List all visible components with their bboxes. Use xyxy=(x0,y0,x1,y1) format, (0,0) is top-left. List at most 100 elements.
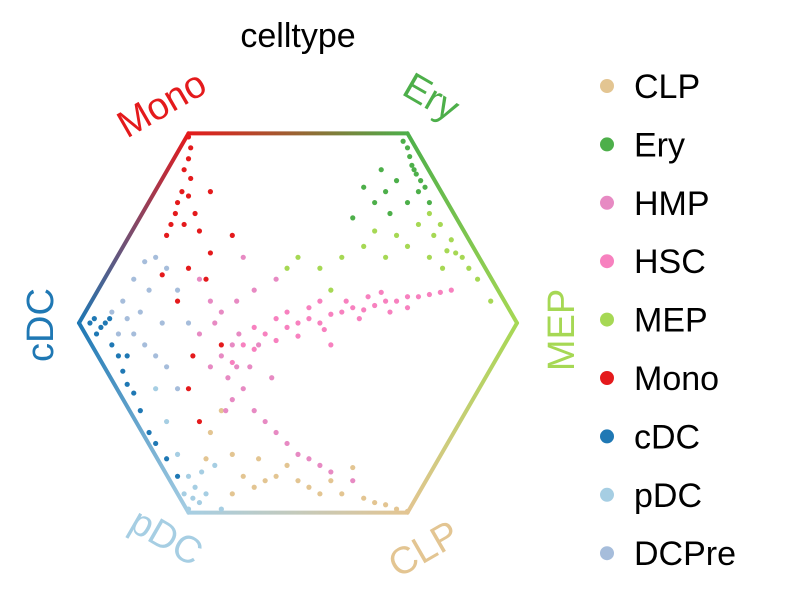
point-mep xyxy=(415,221,422,228)
point-clp xyxy=(372,499,378,506)
point-mono xyxy=(179,189,185,195)
point-mono xyxy=(185,193,192,199)
point-ery xyxy=(409,162,415,168)
point-mep xyxy=(426,210,432,217)
point-hmp xyxy=(218,309,224,315)
point-mep xyxy=(393,232,400,238)
legend-label: HMP xyxy=(634,185,710,223)
point-clp xyxy=(273,473,279,479)
point-dcpre xyxy=(174,386,181,392)
point-hmp xyxy=(255,342,262,348)
point-mono xyxy=(174,298,181,304)
hexagon-edge xyxy=(77,131,191,325)
point-hsc xyxy=(262,331,268,337)
point-hsc xyxy=(306,316,312,322)
point-ery xyxy=(350,215,356,221)
point-clp xyxy=(284,462,290,468)
point-pdc xyxy=(199,469,205,475)
point-hmp xyxy=(306,456,312,462)
point-hsc xyxy=(372,302,378,309)
point-dcpre xyxy=(164,364,170,370)
legend-marker xyxy=(600,371,614,385)
point-ery xyxy=(422,184,428,190)
point-dcpre xyxy=(109,309,115,315)
point-mep xyxy=(448,237,454,243)
point-hmp xyxy=(295,451,301,457)
point-mono xyxy=(188,145,194,151)
point-cdc xyxy=(124,381,130,387)
chart-title: celltype xyxy=(240,17,355,55)
point-mono xyxy=(185,156,192,162)
point-hsc xyxy=(415,294,422,300)
vertex-label-clp: CLP xyxy=(381,513,466,586)
vertex-label-cdc: cDC xyxy=(20,288,62,362)
point-cdc xyxy=(124,353,130,359)
point-mono xyxy=(188,175,194,182)
point-dcpre xyxy=(174,287,181,293)
point-ery xyxy=(413,171,419,177)
point-mono xyxy=(196,228,203,234)
point-cdc xyxy=(102,320,108,326)
point-hmp xyxy=(240,386,246,392)
point-ery xyxy=(393,178,400,184)
point-hmp xyxy=(212,320,218,326)
point-hmp xyxy=(317,462,323,468)
legend-label: CLP xyxy=(634,68,700,106)
point-clp xyxy=(393,506,400,512)
point-hsc xyxy=(356,316,362,322)
point-hsc xyxy=(343,298,349,304)
point-mep xyxy=(339,254,345,260)
point-hsc xyxy=(317,320,323,326)
point-hmp xyxy=(251,408,257,414)
point-ery xyxy=(415,189,422,195)
point-dcpre xyxy=(164,265,170,271)
point-mep xyxy=(361,243,367,249)
point-cdc xyxy=(115,353,122,359)
hexagon-edge xyxy=(405,131,519,325)
point-dcpre xyxy=(142,342,148,348)
point-mep xyxy=(383,254,389,260)
legend-item-cdc: cDC xyxy=(600,418,700,456)
point-hmp xyxy=(225,375,231,381)
legend-item-clp: CLP xyxy=(600,68,700,106)
point-hmp xyxy=(328,469,334,475)
point-pdc xyxy=(218,506,224,512)
point-mep xyxy=(488,298,494,304)
point-hsc xyxy=(273,337,279,344)
point-cdc xyxy=(164,456,170,462)
point-mono xyxy=(172,210,178,217)
vertex-label-mep: MEP xyxy=(541,289,583,371)
point-hmp xyxy=(273,429,279,436)
point-mono xyxy=(229,232,235,238)
point-mep xyxy=(372,228,378,234)
point-clp xyxy=(229,451,235,457)
point-hsc xyxy=(404,305,411,311)
point-cdc xyxy=(137,408,143,414)
point-mono xyxy=(203,276,209,282)
point-clp xyxy=(339,491,345,497)
point-mono xyxy=(190,353,196,359)
point-ery xyxy=(404,145,411,151)
point-dcpre xyxy=(159,320,165,326)
point-mep xyxy=(284,265,290,271)
point-hsc xyxy=(273,316,279,322)
point-hsc xyxy=(284,324,290,330)
point-mep xyxy=(317,265,323,271)
point-hsc xyxy=(251,346,257,352)
point-mep xyxy=(459,254,465,260)
point-mono xyxy=(181,221,187,228)
scatter-points xyxy=(87,134,494,514)
point-dcpre xyxy=(124,316,130,322)
legend-marker xyxy=(600,312,614,327)
point-ery xyxy=(387,210,393,217)
point-cdc xyxy=(120,368,126,374)
point-clp xyxy=(240,473,246,479)
point-hmp xyxy=(273,276,279,282)
point-clp xyxy=(203,456,209,462)
point-pdc xyxy=(164,418,170,425)
point-clp xyxy=(350,464,356,471)
point-hsc xyxy=(284,309,290,315)
point-clp xyxy=(317,491,323,497)
point-pdc xyxy=(212,462,218,468)
point-hsc xyxy=(240,342,246,348)
